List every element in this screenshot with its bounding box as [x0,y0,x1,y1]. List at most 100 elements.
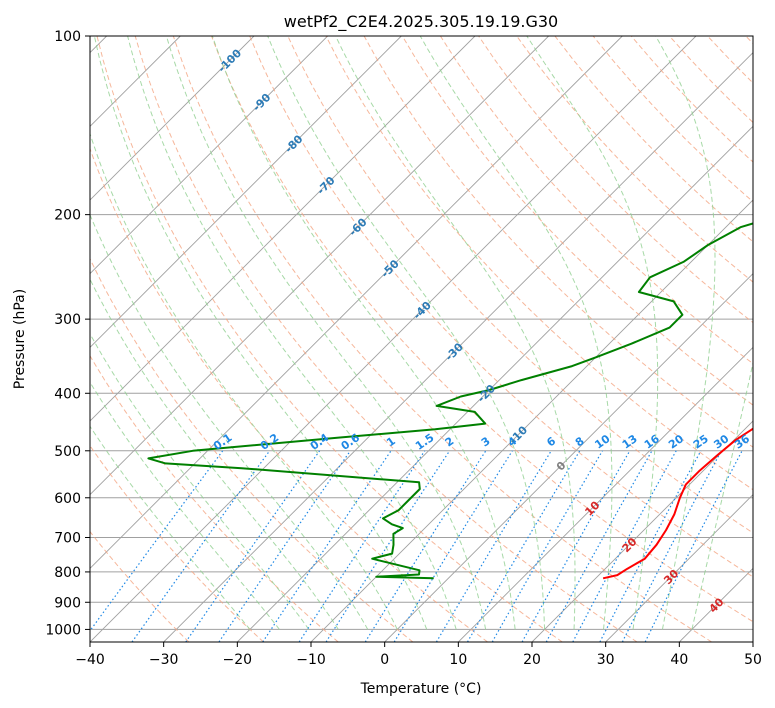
moist-adiabat-line [267,36,546,630]
mixing-ratio-line [185,450,321,642]
dry-adiabat-line [249,36,753,578]
mixing-ratio-label: 0.6 [339,431,363,453]
dry-adiabat-line [211,36,753,623]
background-lines [90,36,753,642]
isotherm-line [679,567,753,642]
moist-adiabat-line [127,36,457,630]
y-tick-label: 400 [54,386,81,402]
x-tick-label: 20 [523,652,541,668]
x-tick-label: −40 [75,652,105,668]
x-tick-label: 40 [670,652,688,668]
isotherm-label: -80 [282,132,305,155]
moist-adiabat-line [90,213,369,630]
dry-adiabat-line [439,36,753,365]
isotherm-line [531,420,753,642]
mixing-ratio-label: 6 [544,434,558,449]
moist-adiabat-line [419,36,613,630]
y-tick-label: 100 [54,29,81,45]
x-tick-label: 0 [380,652,389,668]
isotherm-label: 30 [661,567,681,587]
dry-adiabat-line [90,444,264,642]
isotherm-line [90,36,402,348]
dry-adiabat-line [134,36,638,642]
x-tick-label: 10 [449,652,467,668]
dry-adiabat-line [669,36,753,124]
mixing-ratio-line [466,450,581,642]
isotherm-line [90,36,697,642]
isotherm-line [458,346,753,642]
dry-adiabat-line [516,36,753,283]
dry-adiabat-line [745,36,753,45]
y-tick-label: 900 [54,595,81,611]
isotherm-label: -100 [215,46,244,75]
mixing-ratio-label: 1.5 [413,431,436,453]
isotherm-label: -90 [250,91,273,114]
mixing-ratio-label: 1 [384,434,398,449]
chart-title: wetPf2_C2E4.2025.305.19.19.G30 [284,12,558,32]
dry-adiabat-line [172,36,712,642]
dry-adiabat-line [90,257,414,642]
dry-adiabat-line [554,36,753,243]
dry-adiabat-line [90,147,488,642]
moist-adiabat-line [90,132,398,630]
mixing-ratio-line [131,450,271,642]
mixing-ratio-line [298,450,426,642]
isotherm-label: -40 [411,299,434,322]
dry-adiabat-line [592,36,753,203]
profile-lines [147,222,753,580]
mixing-ratio-line [644,450,743,642]
isotherm-line [163,52,753,642]
mixing-ratio-line [521,450,631,642]
mixing-ratio-line [262,450,392,642]
mixing-ratio-label: 20 [666,432,686,452]
mixing-ratio-line [90,450,224,632]
y-tick-label: 700 [54,531,81,547]
dry-adiabat-line [401,36,753,406]
isotherm-label: 10 [582,498,602,518]
mixing-ratio-label: 10 [592,432,612,452]
mixing-ratio-line [325,450,451,642]
mixing-ratio-label: 30 [711,432,731,452]
moist-adiabat-line [691,360,753,630]
y-tick-label: 500 [54,444,81,460]
mixing-ratio-label: 0.2 [258,431,281,453]
isotherm-label: 40 [707,595,727,615]
moist-adiabat-line [211,36,516,630]
isotherm-line [90,36,255,201]
x-tick-label: 30 [597,652,615,668]
isotherm-line [752,641,753,642]
isotherm-line [90,36,476,422]
moist-adiabat-line [526,36,659,630]
dry-adiabat-line [90,530,190,642]
x-tick-label: −10 [296,652,326,668]
mixing-ratio-line [218,450,351,642]
moist-adiabat-line [335,36,576,630]
mixing-ratio-line [599,450,702,642]
isotherm-line [605,494,753,642]
isotherm-line [90,36,623,569]
plot-frame [89,35,754,643]
y-tick-label: 1000 [45,622,81,638]
x-tick-label: −30 [149,652,179,668]
isotherm-label: -30 [443,340,466,363]
isotherm-line [237,125,753,642]
dry-adiabat-line [325,36,753,491]
x-tick-label: −20 [223,652,253,668]
isotherm-label: -60 [346,215,369,238]
moist-adiabat-line [655,36,716,630]
moist-adiabat-line [90,425,251,630]
y-tick-label: 800 [54,565,81,581]
isotherm-line [310,199,753,642]
y-axis-title: Pressure (hPa) [12,289,28,389]
mixing-ratio-label: 13 [620,432,640,451]
moist-adiabat-line [90,381,280,630]
series-line-temperature [602,427,753,580]
dry-adiabat-line [707,36,753,84]
isotherm-line [384,273,753,642]
mixing-ratio-line [364,450,487,642]
mixing-ratio-label: 16 [642,432,662,452]
mixing-ratio-label: 2 [443,434,457,449]
moist-adiabat-line [165,36,487,630]
isotherm-line [90,36,328,275]
